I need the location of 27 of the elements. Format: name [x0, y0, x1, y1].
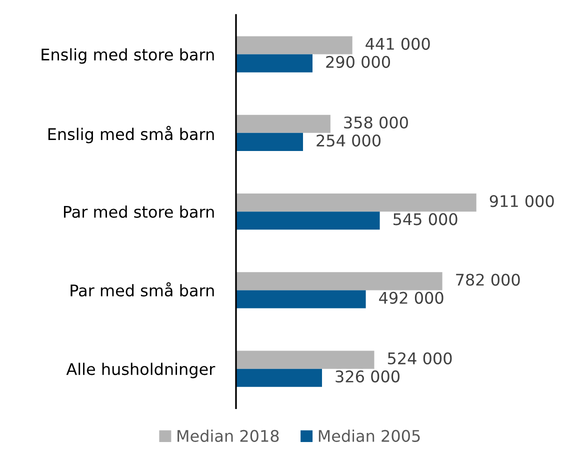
legend-label: Median 2018 [178, 430, 279, 442]
data-label: 524 000 [388, 352, 452, 364]
data-label: 911 000 [490, 195, 554, 208]
y-tick-label: Par med små barn [70, 282, 214, 296]
data-label: 441 000 [366, 38, 430, 50]
data-label: 254 000 [316, 134, 380, 147]
data-label: 492 000 [379, 292, 444, 304]
bar [236, 368, 322, 387]
bar [236, 132, 304, 152]
bar [236, 272, 442, 290]
y-tick-label: Enslig med store barn [42, 48, 214, 64]
data-label: 358 000 [344, 116, 408, 129]
bar [236, 114, 330, 133]
bar [236, 290, 366, 308]
bar [236, 212, 380, 230]
bar [236, 193, 476, 212]
bar [236, 36, 352, 54]
legend-label: Median 2005 [318, 430, 420, 442]
bar [236, 350, 374, 369]
data-label: 782 000 [456, 274, 520, 286]
y-tick-label: Alle husholdninger [66, 362, 216, 378]
data-label: 545 000 [394, 213, 458, 226]
bar [236, 54, 313, 72]
y-tick-label: Par med store barn [64, 205, 214, 218]
y-tick-label: Enslig med små barn [48, 126, 214, 144]
data-label: 326 000 [336, 370, 400, 383]
data-label: 290 000 [326, 56, 390, 68]
